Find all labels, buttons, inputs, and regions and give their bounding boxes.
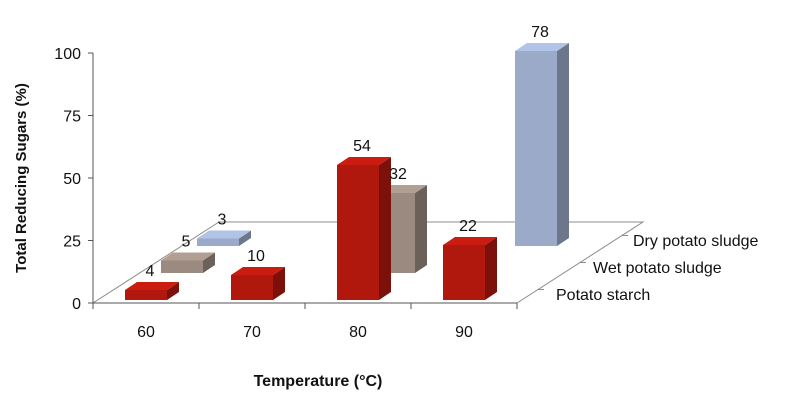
- bar-side: [557, 43, 569, 246]
- series-label: Potato starch: [556, 287, 650, 304]
- series-label: Dry potato sludge: [633, 233, 759, 250]
- bar-side: [379, 157, 391, 300]
- bar-side: [239, 230, 251, 246]
- bar-front: [337, 165, 379, 300]
- bar-top: [515, 43, 569, 51]
- bar-front: [161, 260, 203, 273]
- y-tick-label: 75: [63, 109, 81, 126]
- x-tick-label: 60: [137, 324, 155, 341]
- data-label: 78: [531, 24, 549, 41]
- bar-side: [485, 237, 497, 300]
- y-axis-title: Total Reducing Sugars (%): [13, 83, 30, 273]
- x-axis-title: Temperature (°C): [254, 373, 383, 390]
- bar-top: [231, 267, 285, 275]
- data-label: 5: [182, 234, 191, 251]
- bar-front: [231, 275, 273, 300]
- bar-side: [273, 267, 285, 300]
- data-label: 22: [459, 218, 477, 235]
- data-label: 54: [353, 138, 371, 155]
- y-tick-label: 25: [63, 234, 81, 251]
- data-label: 4: [146, 263, 155, 280]
- y-tick-label: 0: [72, 296, 81, 313]
- x-tick-label: 70: [243, 324, 261, 341]
- bar-top: [161, 252, 215, 261]
- bar-side: [415, 185, 427, 273]
- bar-top: [125, 282, 179, 290]
- x-tick-label: 80: [349, 324, 367, 341]
- bar-side: [203, 252, 215, 273]
- bar-front: [443, 245, 485, 300]
- y-tick-label: 50: [63, 171, 81, 188]
- series-label: Wet potato sludge: [593, 260, 722, 277]
- bar-top: [197, 230, 251, 239]
- bar-top: [443, 237, 497, 245]
- data-label: 10: [247, 248, 265, 265]
- bar-front: [197, 238, 239, 246]
- data-label: 32: [389, 166, 407, 183]
- bar-top: [337, 157, 391, 165]
- bar-side: [167, 282, 179, 300]
- bar-front: [515, 51, 557, 246]
- y-tick-label: 100: [54, 46, 81, 63]
- bar-front: [125, 290, 167, 300]
- data-label: 3: [218, 212, 227, 229]
- x-tick-label: 90: [455, 324, 473, 341]
